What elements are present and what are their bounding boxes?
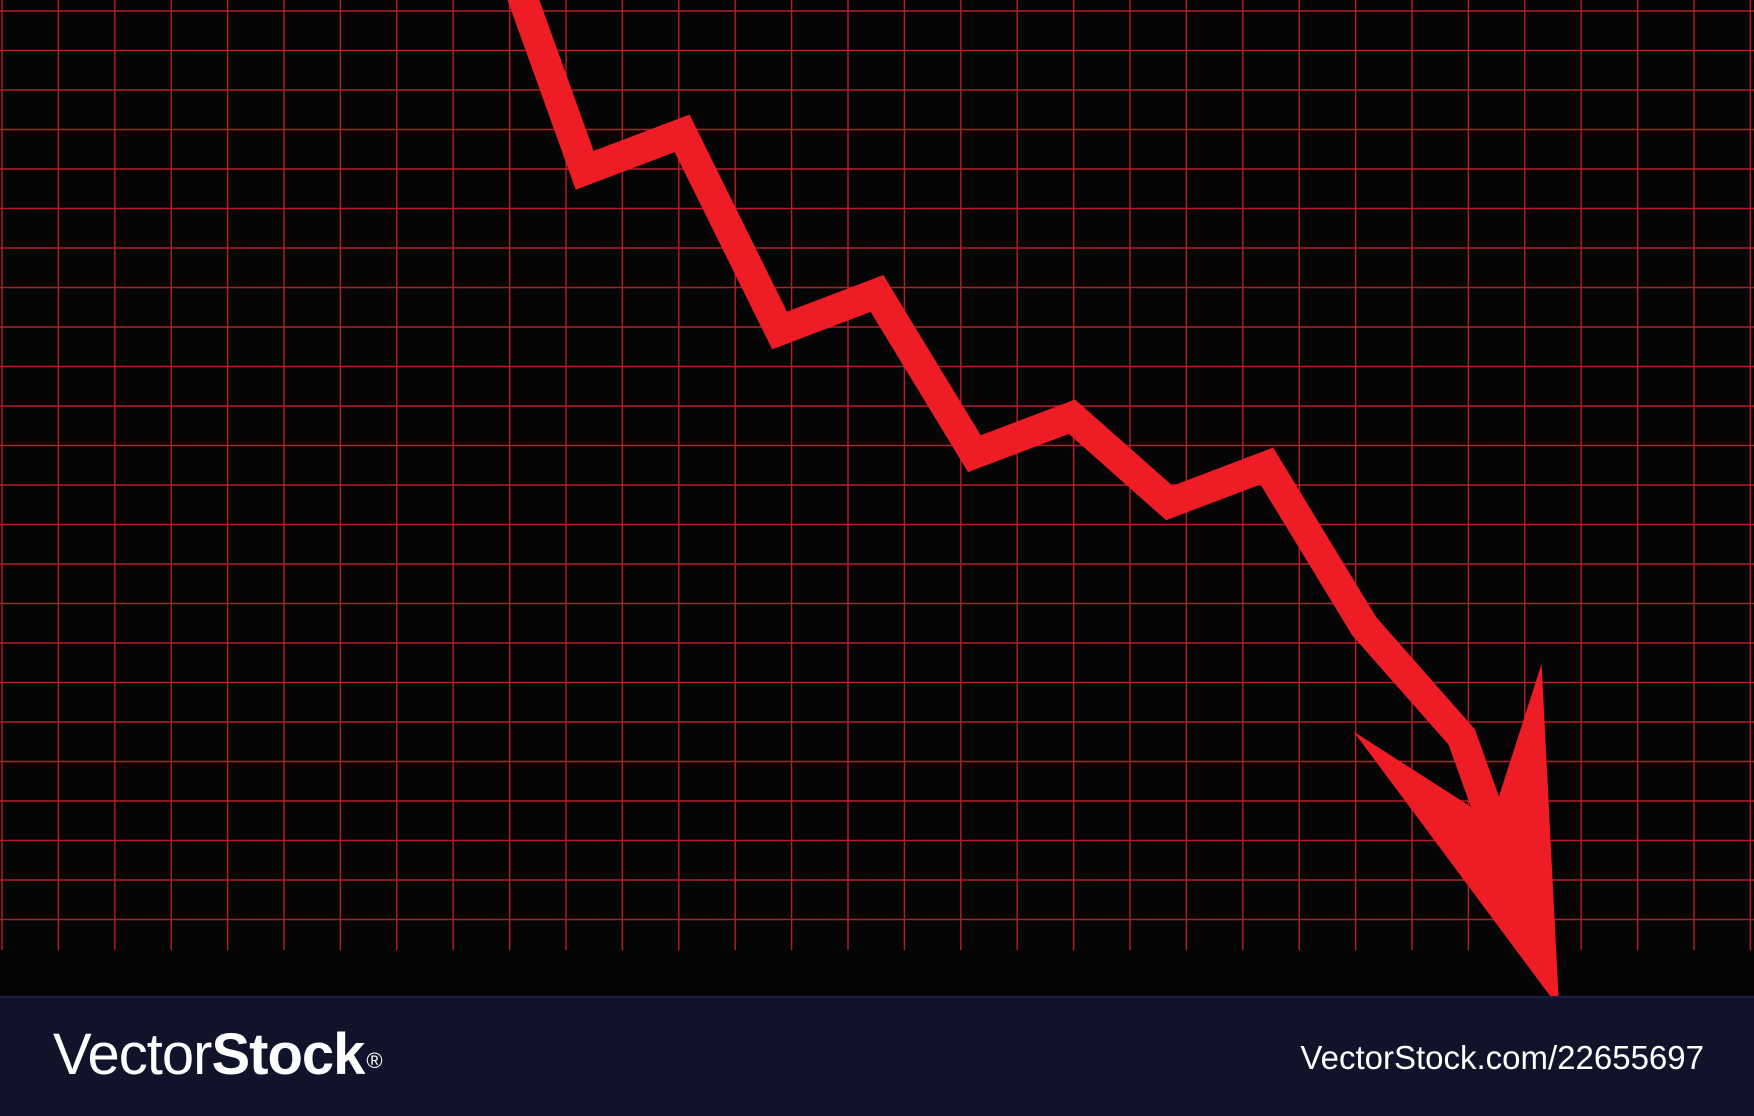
registered-mark: ® — [366, 1048, 382, 1073]
brand-logo: VectorStock® — [53, 1020, 383, 1090]
brand-light: Vector — [53, 1022, 212, 1087]
chart-area — [0, 0, 1754, 996]
trend-chart — [0, 0, 1754, 996]
watermark-footer: VectorStock® VectorStock.com/22655697 — [0, 996, 1754, 1116]
brand-bold: Stock — [211, 1022, 365, 1087]
grid — [0, 0, 1754, 950]
image-url: VectorStock.com/22655697 — [1300, 1039, 1704, 1076]
series-arrowhead — [1353, 663, 1559, 996]
series-layer — [507, 0, 1559, 996]
series-line — [507, 0, 1523, 872]
